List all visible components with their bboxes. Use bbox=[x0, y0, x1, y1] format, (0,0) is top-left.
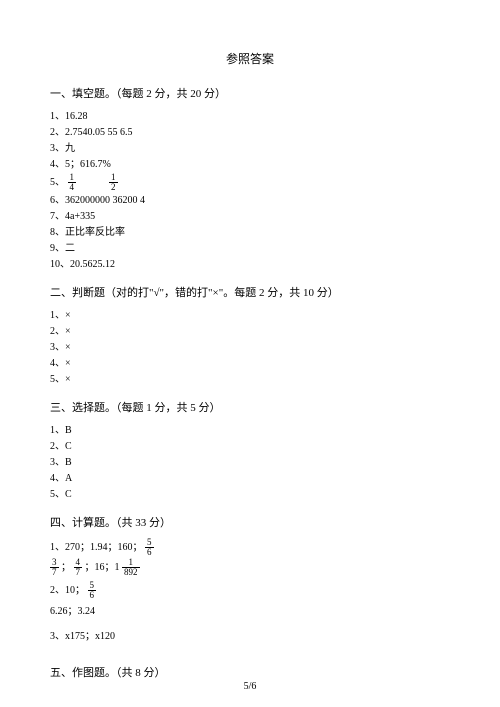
item-1-6: 6、362000000 36200 4 bbox=[50, 193, 450, 208]
item-3-5: 5、C bbox=[50, 487, 450, 502]
item-3-2: 2、C bbox=[50, 439, 450, 454]
item-4-2b: 6.26；3.24 bbox=[50, 604, 450, 619]
item-1-1: 1、16.28 bbox=[50, 109, 450, 124]
item-3-4: 4、A bbox=[50, 471, 450, 486]
fraction-icon: 37 bbox=[50, 558, 59, 577]
item-1-9: 9、二 bbox=[50, 241, 450, 256]
section-4-header: 四、计算题。（共 33 分） bbox=[50, 514, 450, 530]
fraction-icon: 56 bbox=[145, 538, 154, 557]
page-title: 参照答案 bbox=[50, 50, 450, 67]
item-2-2: 2、× bbox=[50, 324, 450, 339]
fraction-icon: 47 bbox=[74, 558, 83, 577]
item-4-1: 1、270；1.94；160； 56 bbox=[50, 538, 450, 557]
item-1-4: 4、5；616.7% bbox=[50, 157, 450, 172]
item-3-1: 1、B bbox=[50, 423, 450, 438]
item-2-1: 1、× bbox=[50, 308, 450, 323]
item-2-3: 3、× bbox=[50, 340, 450, 355]
fraction-icon: 14 bbox=[68, 173, 77, 192]
section-1-header: 一、填空题。（每题 2 分，共 20 分） bbox=[50, 85, 450, 101]
item-1-3: 3、九 bbox=[50, 141, 450, 156]
fraction-icon: 12 bbox=[109, 173, 118, 192]
item-4-3: 3、x175；x120 bbox=[50, 629, 450, 644]
item-1-2: 2、2.7540.05 55 6.5 bbox=[50, 125, 450, 140]
item-1-8: 8、正比率反比率 bbox=[50, 225, 450, 240]
item-1-10: 10、20.5625.12 bbox=[50, 257, 450, 272]
item-2-5: 5、× bbox=[50, 372, 450, 387]
item-2-4: 4、× bbox=[50, 356, 450, 371]
item-3-3: 3、B bbox=[50, 455, 450, 470]
item-4-1b: 37 ； 47 ；16；1 1892 bbox=[50, 558, 450, 577]
section-3-header: 三、选择题。（每题 1 分，共 5 分） bbox=[50, 399, 450, 415]
item-1-7: 7、4a+335 bbox=[50, 209, 450, 224]
section-2-header: 二、判断题（对的打"√"，错的打"×"。每题 2 分，共 10 分） bbox=[50, 284, 450, 300]
fraction-icon: 1892 bbox=[122, 558, 140, 577]
page-number: 5/6 bbox=[0, 681, 500, 692]
item-1-5: 5、 14 12 bbox=[50, 173, 450, 192]
section-5-header: 五、作图题。（共 8 分） bbox=[50, 664, 450, 680]
fraction-icon: 56 bbox=[88, 581, 97, 600]
item-4-2: 2、10； 56 bbox=[50, 581, 450, 600]
